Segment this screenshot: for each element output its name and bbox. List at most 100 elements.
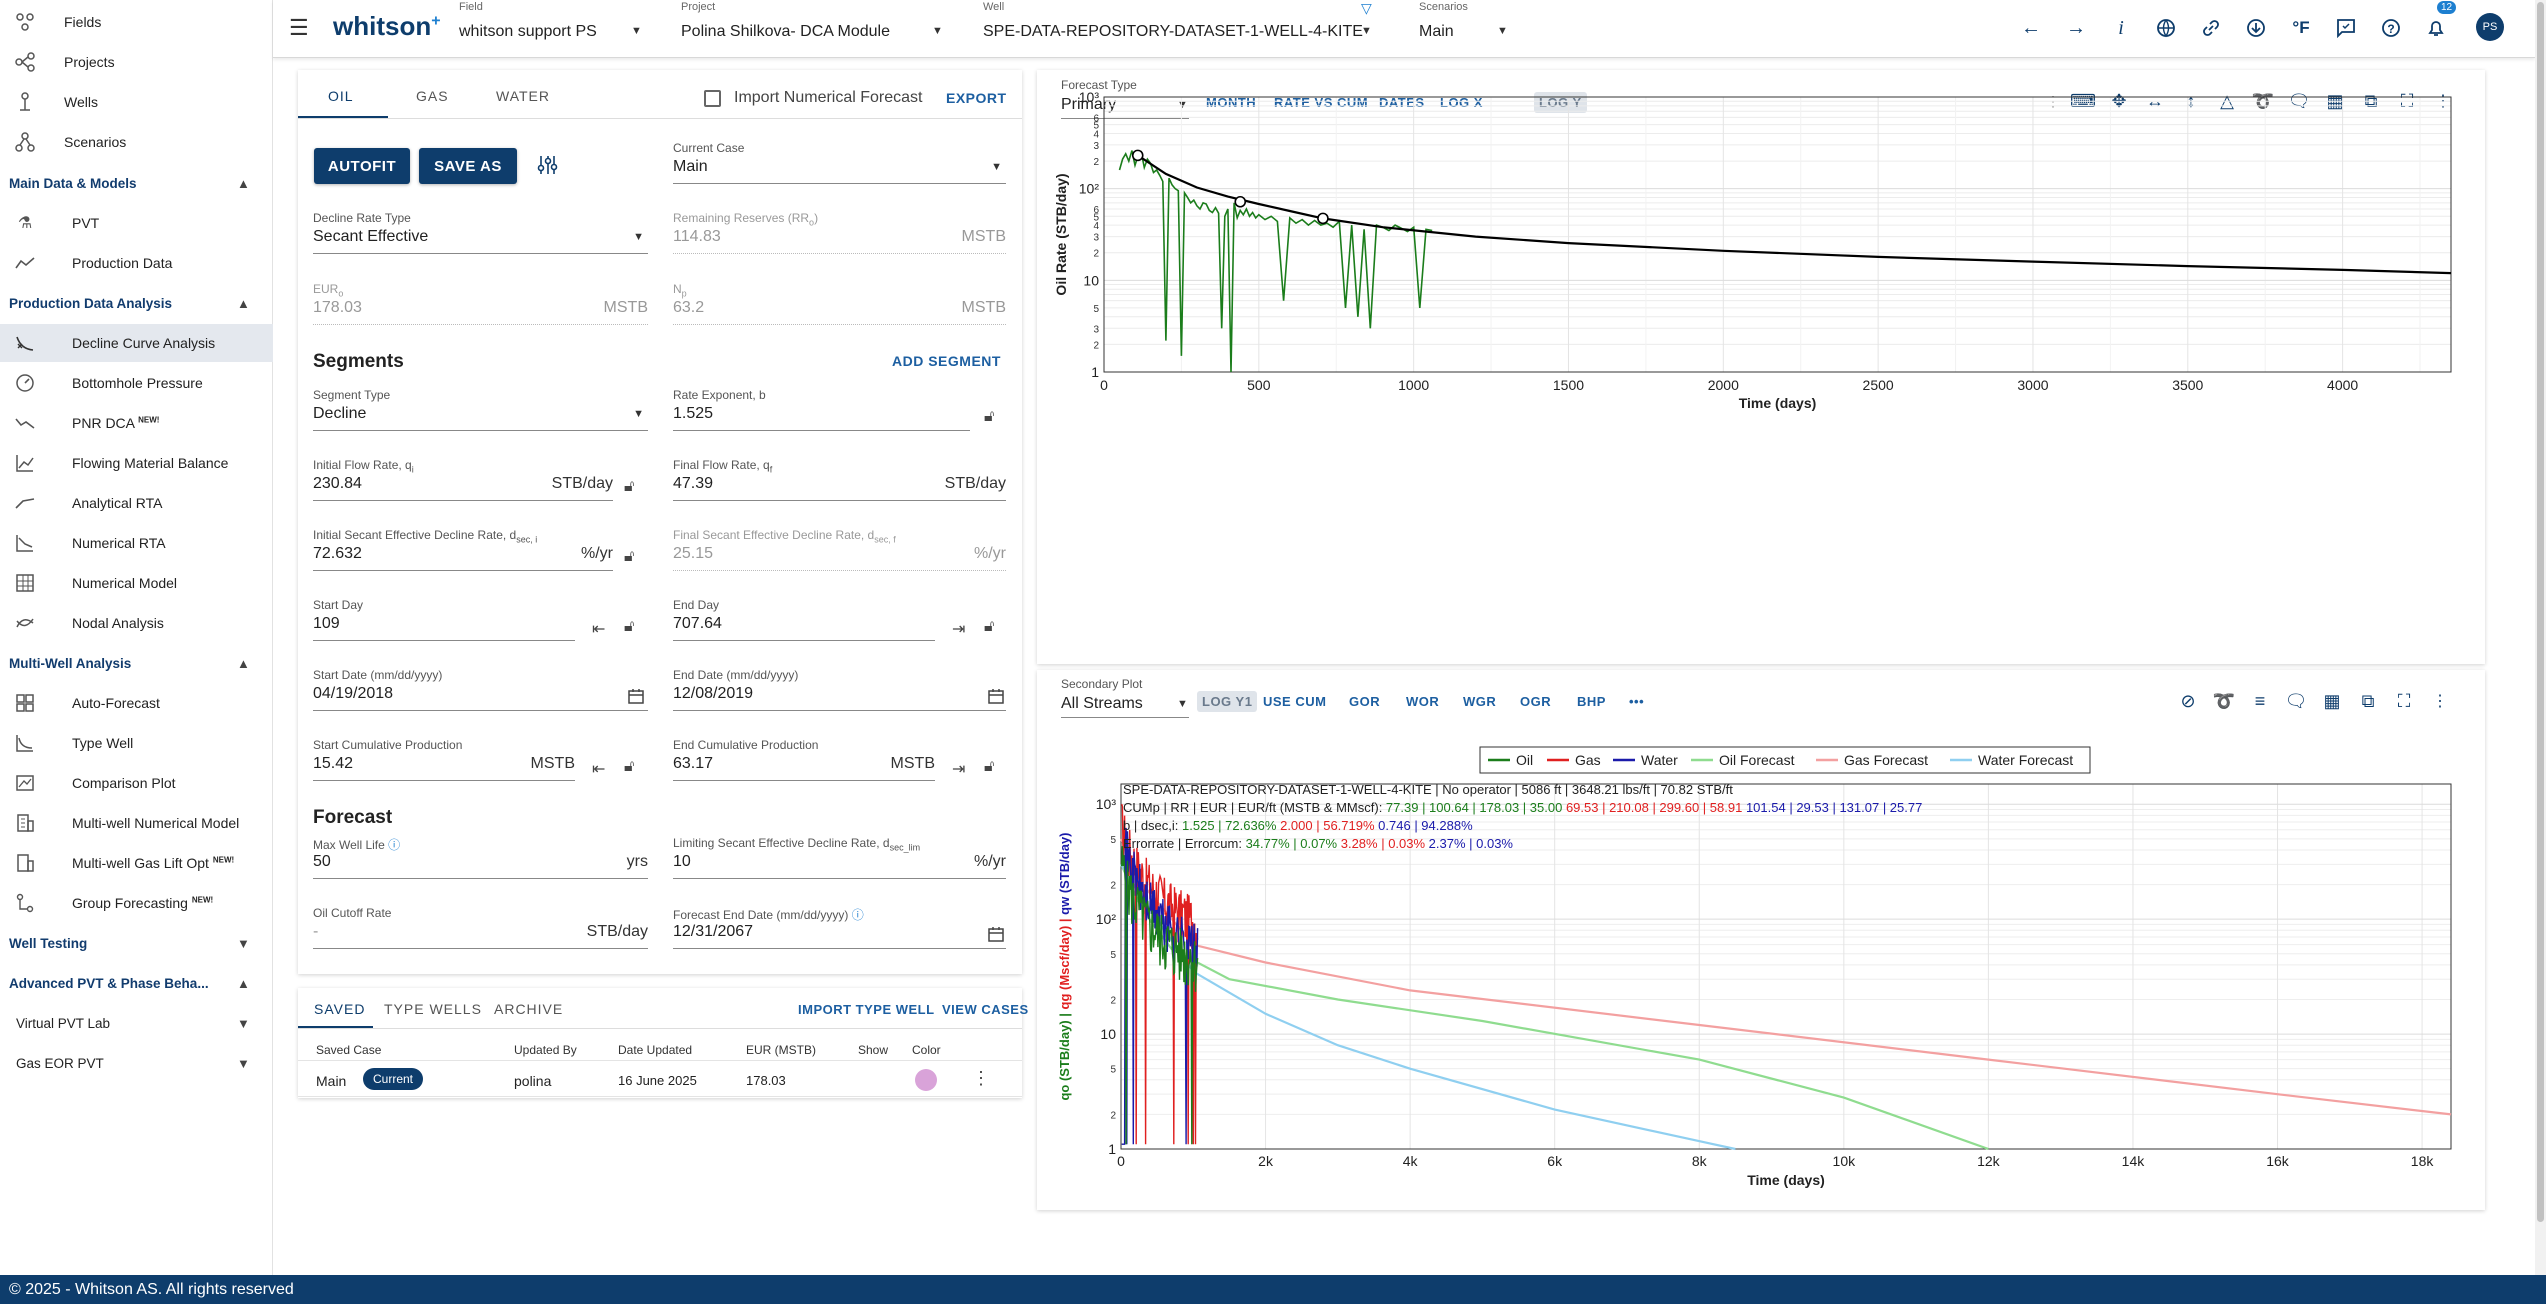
forecast-end-date-input[interactable]: Forecast End Date (mm/dd/yyyy) ⓘ 12/31/2… bbox=[673, 906, 1006, 956]
sidebar-item-projects[interactable]: Projects bbox=[0, 43, 273, 81]
project-select[interactable]: Project Polina Shilkova- DCA Module bbox=[681, 0, 931, 58]
sidebar-item-scenarios[interactable]: Scenarios bbox=[0, 123, 273, 161]
lock-open-icon[interactable]: 🔓︎ bbox=[984, 618, 995, 635]
calendar-icon[interactable] bbox=[988, 926, 1004, 947]
chip-bhp[interactable]: BHP bbox=[1577, 694, 1606, 709]
table-icon[interactable]: ▦ bbox=[2323, 690, 2341, 711]
tab-saved[interactable]: SAVED bbox=[314, 1001, 366, 1017]
field-select[interactable]: Field whitson support PS bbox=[459, 0, 651, 58]
start-day-input[interactable]: Start Day 109 bbox=[313, 598, 575, 648]
sidebar-item-pnr-dca[interactable]: PNR DCA NEW! bbox=[0, 404, 273, 442]
sidebar-item-numerical-model[interactable]: Numerical Model bbox=[0, 564, 273, 602]
more-vert-icon[interactable]: ⋮ bbox=[972, 1068, 990, 1088]
sidebar-section-well-testing[interactable]: Well Testing ▼ bbox=[0, 924, 273, 962]
tab-gas[interactable]: GAS bbox=[416, 88, 449, 104]
jump-start-icon[interactable]: ⇤ bbox=[592, 761, 606, 778]
scrollbar-thumb[interactable] bbox=[2537, 2, 2544, 1222]
project-dropdown-icon[interactable]: ▼ bbox=[932, 25, 943, 37]
initial-decline-rate-input[interactable]: Initial Secant Effective Decline Rate, d… bbox=[313, 528, 613, 578]
calendar-icon[interactable] bbox=[988, 688, 1004, 709]
chip-wgr[interactable]: WGR bbox=[1463, 694, 1497, 709]
import-checkbox[interactable] bbox=[704, 90, 721, 107]
sidebar-section-multi-well[interactable]: Multi-Well Analysis ▲ bbox=[0, 644, 273, 682]
lasso-off-icon[interactable]: ➰ bbox=[2212, 690, 2236, 711]
sidebar-item-numerical-rta[interactable]: Numerical RTA bbox=[0, 524, 273, 562]
jump-end-icon[interactable]: ⇥ bbox=[952, 621, 966, 638]
download-icon[interactable] bbox=[2242, 14, 2270, 42]
reset-zoom-icon[interactable]: ⧉ bbox=[2361, 690, 2375, 711]
visibility-off-icon[interactable]: ⊘ bbox=[2180, 690, 2196, 711]
tab-water[interactable]: WATER bbox=[496, 88, 550, 104]
chip-wor[interactable]: WOR bbox=[1406, 694, 1440, 709]
tab-oil[interactable]: OIL bbox=[328, 88, 354, 104]
sidebar-section-main-data[interactable]: Main Data & Models ▲ bbox=[0, 164, 273, 202]
secondary-plot-select[interactable]: All Streams bbox=[1061, 695, 1143, 712]
well-select[interactable]: Well SPE-DATA-REPOSITORY-DATASET-1-WELL-… bbox=[983, 0, 1383, 58]
chevron-down-icon[interactable]: ▼ bbox=[1177, 698, 1188, 710]
sidebar-item-decline-curve-analysis[interactable]: Decline Curve Analysis bbox=[0, 324, 273, 362]
scrollbar-track[interactable] bbox=[2535, 0, 2546, 1275]
sidebar-item-nodal-analysis[interactable]: Nodal Analysis bbox=[0, 604, 273, 642]
filter-icon[interactable]: ▽ bbox=[1361, 0, 1372, 16]
import-type-well-button[interactable]: IMPORT TYPE WELL bbox=[798, 1002, 935, 1017]
well-dropdown-icon[interactable]: ▼ bbox=[1361, 25, 1372, 37]
sidebar-item-production-data[interactable]: Production Data bbox=[0, 244, 273, 282]
more-vert-icon[interactable]: ⋮ bbox=[2432, 693, 2448, 710]
end-date-input[interactable]: End Date (mm/dd/yyyy) 12/08/2019 bbox=[673, 668, 1006, 718]
oil-rate-chart[interactable]: 0 500 1000 1500 2000 2500 3000 3500 4000 1 10 10² 10… bbox=[1037, 70, 2485, 664]
chip-ogr[interactable]: OGR bbox=[1520, 694, 1552, 709]
sidebar-section-advanced-pvt[interactable]: Advanced PVT & Phase Beha... ▲ bbox=[0, 964, 273, 1002]
lock-open-icon[interactable]: 🔓︎ bbox=[624, 478, 635, 495]
list-icon[interactable]: ≡ bbox=[2254, 690, 2266, 711]
lock-open-icon[interactable]: 🔓︎ bbox=[984, 408, 995, 425]
sidebar-item-bottomhole-pressure[interactable]: Bottomhole Pressure bbox=[0, 364, 273, 402]
sidebar-section-production-data-analysis[interactable]: Production Data Analysis ▲ bbox=[0, 284, 273, 322]
tab-archive[interactable]: ARCHIVE bbox=[494, 1001, 564, 1017]
current-case-select[interactable]: Current Case Main ▼ bbox=[673, 141, 1006, 191]
autofit-button[interactable]: AUTOFIT bbox=[314, 148, 410, 184]
scenario-dropdown-icon[interactable]: ▼ bbox=[1497, 25, 1508, 37]
avatar[interactable]: PS bbox=[2476, 13, 2504, 41]
info-circle-icon[interactable]: ⓘ bbox=[851, 908, 864, 922]
sidebar-item-comparison-plot[interactable]: Comparison Plot bbox=[0, 764, 273, 802]
sidebar-item-fields[interactable]: Fields bbox=[0, 3, 273, 41]
lock-open-icon[interactable]: 🔓︎ bbox=[624, 758, 635, 775]
oil-cutoff-rate-input[interactable]: Oil Cutoff Rate - STB/day bbox=[313, 906, 648, 956]
segment-type-select[interactable]: Segment Type Decline ▼ bbox=[313, 388, 648, 438]
end-day-input[interactable]: End Day 707.64 bbox=[673, 598, 935, 648]
end-cumulative-input[interactable]: End Cumulative Production 63.17 MSTB bbox=[673, 738, 935, 788]
scenario-select[interactable]: Scenarios Main bbox=[1419, 0, 1529, 58]
start-cumulative-input[interactable]: Start Cumulative Production 15.42 MSTB bbox=[313, 738, 575, 788]
bell-icon[interactable] bbox=[2422, 14, 2450, 42]
chip-gor[interactable]: GOR bbox=[1349, 694, 1381, 709]
tune-icon[interactable] bbox=[536, 154, 558, 181]
feedback-icon[interactable] bbox=[2332, 14, 2360, 42]
initial-flow-rate-input[interactable]: Initial Flow Rate, qi 230.84 STB/day bbox=[313, 458, 613, 508]
link-icon[interactable] bbox=[2197, 14, 2225, 42]
color-swatch[interactable] bbox=[915, 1069, 937, 1091]
sidebar-item-group-forecasting[interactable]: Group Forecasting NEW! bbox=[0, 884, 273, 922]
all-streams-chart[interactable]: Oil Gas Water Oil Forecast Gas Forecast Water… bbox=[1037, 670, 2485, 1210]
sidebar-item-flowing-material-balance[interactable]: Flowing Material Balance bbox=[0, 444, 273, 482]
sidebar-item-multi-well-gas-lift-opt[interactable]: Multi-well Gas Lift Opt NEW! bbox=[0, 844, 273, 882]
start-date-input[interactable]: Start Date (mm/dd/yyyy) 04/19/2018 bbox=[313, 668, 648, 718]
sidebar-item-wells[interactable]: Wells bbox=[0, 83, 273, 121]
globe-icon[interactable] bbox=[2152, 14, 2180, 42]
sidebar-item-gas-eor-pvt[interactable]: Gas EOR PVT ▼ bbox=[0, 1044, 273, 1082]
more-horiz-icon[interactable]: ••• bbox=[1629, 694, 1645, 709]
view-cases-button[interactable]: VIEW CASES bbox=[942, 1002, 1029, 1017]
forecast-type-select[interactable]: Primary bbox=[1061, 96, 1117, 113]
chip-use-cum[interactable]: USE CUM bbox=[1263, 694, 1327, 709]
field-dropdown-icon[interactable]: ▼ bbox=[631, 25, 642, 37]
jump-start-icon[interactable]: ⇤ bbox=[592, 621, 606, 638]
vertical-zoom-icon[interactable]: ↕ bbox=[2186, 90, 2196, 111]
info-circle-icon[interactable]: ⓘ bbox=[388, 838, 401, 852]
arrow-right-icon[interactable]: → bbox=[2066, 16, 2086, 39]
max-well-life-input[interactable]: Max Well Life ⓘ 50 yrs bbox=[313, 836, 648, 886]
sidebar-item-pvt[interactable]: ⚗ PVT bbox=[0, 204, 273, 242]
rate-exponent-input[interactable]: Rate Exponent, b 1.525 bbox=[673, 388, 970, 438]
sidebar-item-auto-forecast[interactable]: Auto-Forecast bbox=[0, 684, 273, 722]
sidebar-item-multi-well-numerical-model[interactable]: Multi-well Numerical Model bbox=[0, 804, 273, 842]
lock-open-icon[interactable]: 🔓︎ bbox=[624, 548, 635, 565]
fullscreen-icon[interactable]: ⛶ bbox=[2397, 690, 2411, 711]
